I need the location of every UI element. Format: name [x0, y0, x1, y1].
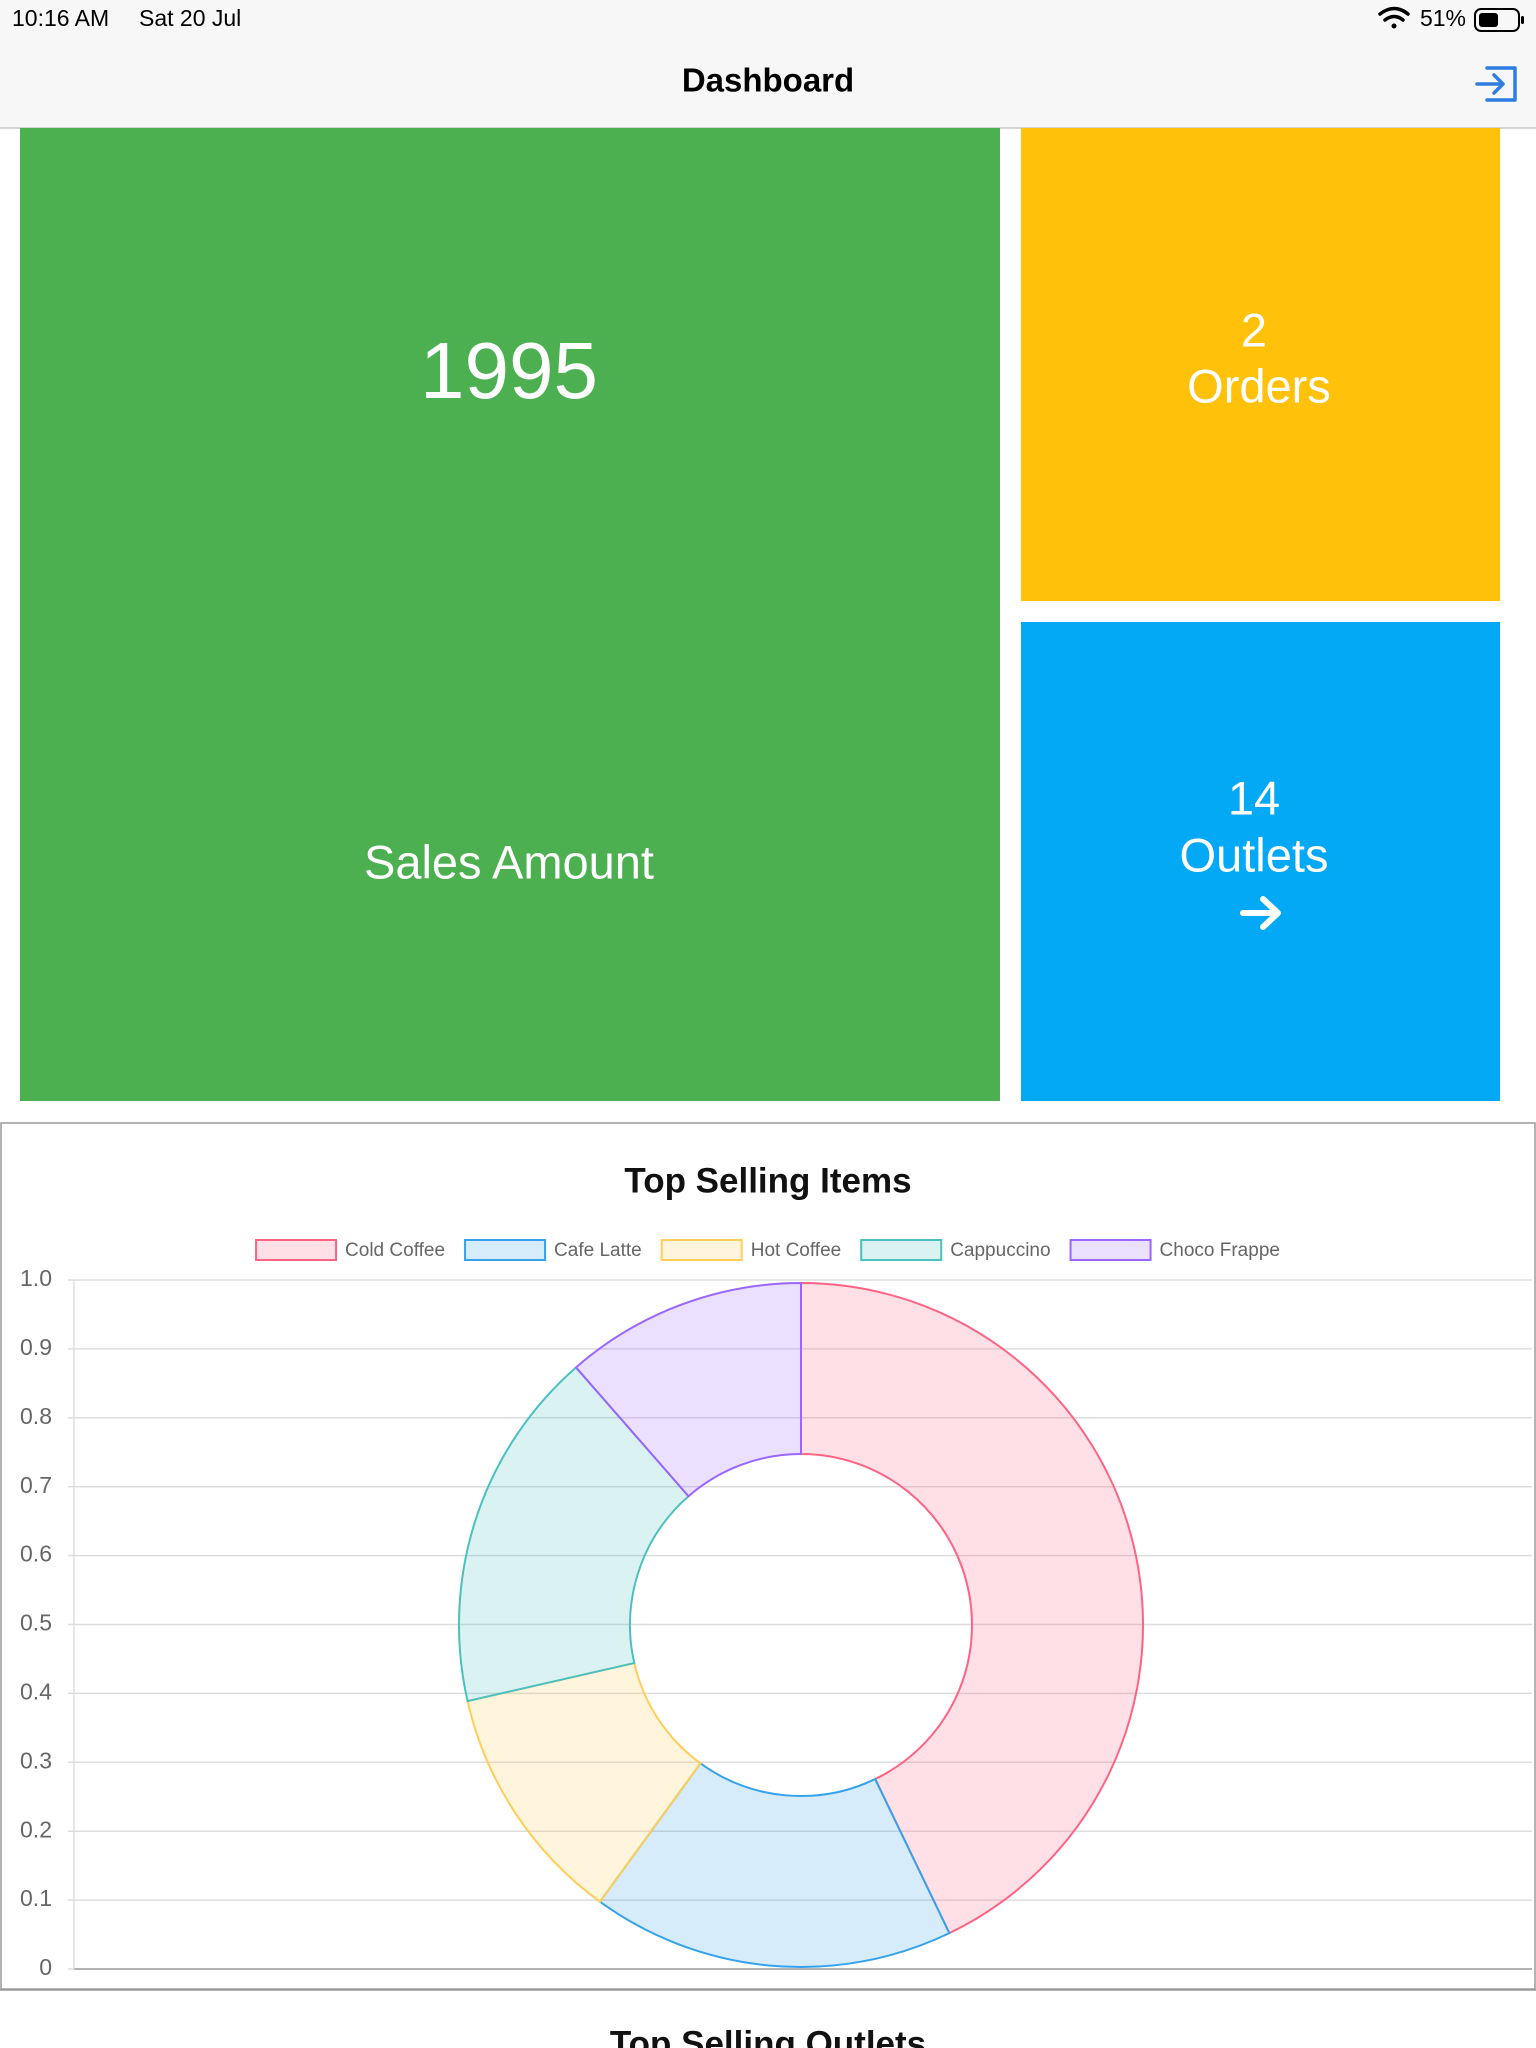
y-tick-label: 0.6: [20, 1541, 52, 1567]
sales-value: 1995: [420, 326, 598, 415]
legend-label: Cold Coffee: [345, 1240, 445, 1261]
chart-layer: 0 0.1 0.2 0.3 0.4 0.5 0.6 0.7 0.8 0.9 1.0 Cold Coff…: [20, 1239, 1532, 1980]
donut-segment: [598, 1761, 951, 1968]
legend-swatch: [660, 1239, 743, 1261]
wifi-icon: [1378, 6, 1410, 29]
status-time: 10:16 AM: [12, 5, 109, 31]
orders-tile[interactable]: [1021, 128, 1500, 601]
sales-tile: [20, 128, 1000, 1101]
outlets-label: Outlets: [1180, 828, 1329, 881]
donut-segment: [800, 1281, 1144, 1935]
legend-swatch: [1069, 1239, 1152, 1261]
status-battery: 51%: [1420, 5, 1466, 31]
donut-segment: [574, 1281, 802, 1498]
orders-label: Orders: [1187, 359, 1331, 412]
y-tick-label: 0.1: [20, 1885, 52, 1911]
next-panel: [0, 1990, 1536, 2048]
battery-icon: [1474, 8, 1524, 32]
outlets-arrow: [1240, 896, 1281, 930]
next-section-title: Top Selling Outlets: [610, 2024, 926, 2048]
legend-swatch: [255, 1239, 338, 1261]
orders-value: 2: [1241, 303, 1267, 356]
y-tick-label: 1.0: [20, 1265, 52, 1291]
y-tick-label: 0.2: [20, 1816, 52, 1842]
legend-swatch: [464, 1239, 547, 1261]
legend-label: Hot Coffee: [751, 1240, 841, 1261]
y-tick-label: 0.8: [20, 1403, 52, 1429]
donut-segment: [458, 1366, 690, 1703]
header-title: Dashboard: [682, 62, 854, 99]
outlets-tile[interactable]: [1021, 622, 1500, 1101]
status-date: Sat 20 Jul: [139, 5, 241, 31]
y-tick-label: 0: [39, 1954, 52, 1980]
legend-swatch: [860, 1239, 943, 1261]
legend-label: Choco Frappe: [1160, 1240, 1280, 1261]
legend-label: Cappuccino: [950, 1240, 1050, 1261]
logout-button[interactable]: [1475, 66, 1517, 102]
chart-title: Top Selling Items: [624, 1161, 911, 1200]
y-tick-label: 0.4: [20, 1678, 52, 1704]
y-tick-label: 0.5: [20, 1610, 52, 1636]
sales-label: Sales Amount: [364, 835, 654, 888]
legend-label: Cafe Latte: [554, 1240, 642, 1261]
y-tick-label: 0.3: [20, 1747, 52, 1773]
outlets-value: 14: [1228, 771, 1280, 824]
y-tick-label: 0.9: [20, 1334, 52, 1360]
y-tick-label: 0.7: [20, 1472, 52, 1498]
header-bg: [0, 0, 1536, 128]
